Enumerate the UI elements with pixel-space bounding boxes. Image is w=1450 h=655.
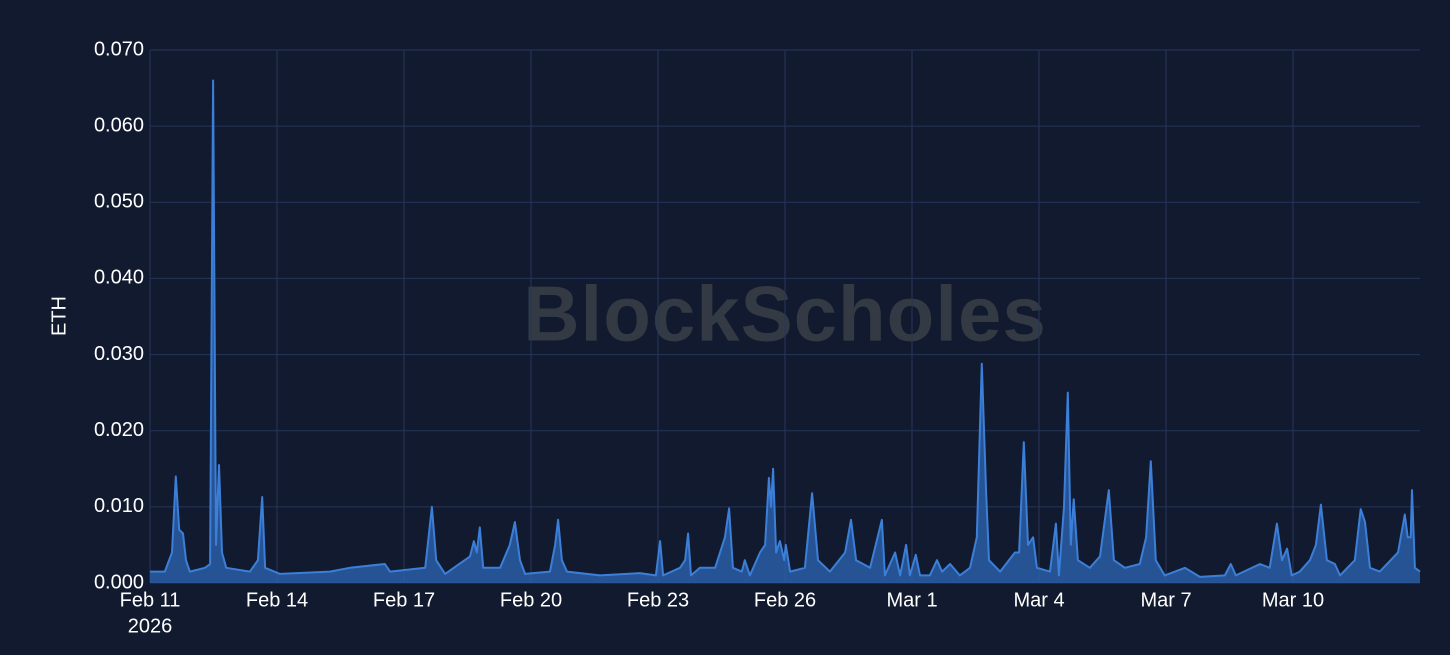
x-tick-label: Mar 4 (1013, 589, 1064, 611)
x-tick-label: Feb 17 (373, 589, 435, 611)
x-tick-label: Feb 26 (754, 589, 816, 611)
y-tick-label: 0.050 (94, 191, 144, 213)
x-tick-label: Feb 14 (246, 589, 308, 611)
y-tick-label: 0.060 (94, 114, 144, 136)
y-tick-label: 0.040 (94, 267, 144, 289)
y-tick-label: 0.030 (94, 343, 144, 365)
line (150, 79, 1421, 578)
y-tick-label: 0.000 (94, 571, 144, 593)
x-tick-label: Mar 10 (1262, 589, 1324, 611)
x-tick-label: Feb 23 (627, 589, 689, 611)
x-tick-label: Mar 7 (1140, 589, 1191, 611)
x-tick-year-label: 2026 (128, 615, 173, 637)
x-tick-label: Mar 1 (886, 589, 937, 611)
y-axis-title: ETH (48, 296, 70, 336)
x-tick-label: Feb 20 (500, 589, 562, 611)
y-tick-label: 0.010 (94, 495, 144, 517)
x-tick-label: Feb 11 (120, 589, 181, 611)
y-tick-label: 0.070 (94, 38, 144, 60)
y-tick-label: 0.020 (94, 419, 144, 441)
